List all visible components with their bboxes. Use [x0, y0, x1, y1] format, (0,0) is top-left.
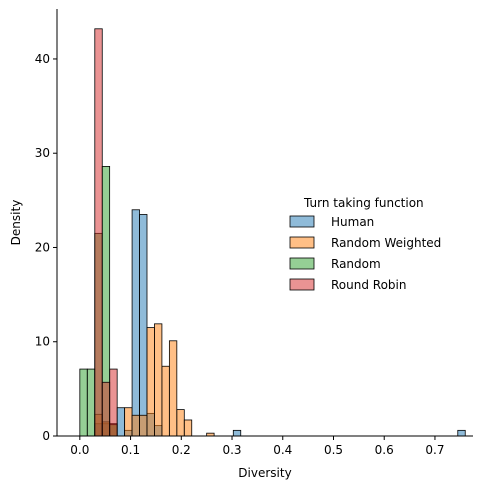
x-axis-label: Diversity	[238, 466, 291, 480]
histogram-bar-round-robin	[94, 28, 103, 437]
x-tick-label: 0.2	[172, 443, 191, 457]
histogram-bar-random	[79, 368, 88, 437]
legend-swatch-random	[289, 257, 315, 270]
histogram-bar-random-weighted	[131, 414, 140, 437]
legend-swatch-round-robin	[289, 278, 315, 291]
x-tick-label: 0.6	[375, 443, 394, 457]
y-tick-label: 30	[35, 146, 50, 160]
histogram-bar-random-weighted	[168, 340, 178, 437]
x-tick-label: 0.1	[121, 443, 140, 457]
x-tick-label: 0.7	[425, 443, 444, 457]
y-tick-label: 0	[42, 429, 50, 443]
legend-swatch-random-weighted	[289, 236, 315, 249]
histogram-bar-random	[86, 368, 96, 437]
histogram-bar-human	[232, 429, 242, 437]
histogram-bar-random-weighted	[183, 419, 193, 437]
y-tick-label: 10	[35, 335, 50, 349]
x-tick-label: 0.4	[273, 443, 292, 457]
legend: Turn taking function Human Random Weighte…	[289, 196, 441, 292]
histogram-bar-human	[131, 209, 140, 437]
histogram-bar-random-weighted	[176, 409, 185, 437]
histogram-bar-random-weighted	[154, 323, 163, 437]
histogram-bar-round-robin	[109, 368, 118, 437]
legend-label-human: Human	[331, 215, 374, 229]
histogram-bar-random-weighted	[161, 365, 170, 437]
histogram-bar-round-robin	[101, 381, 111, 437]
x-tick-label: 0.5	[324, 443, 343, 457]
histogram-bar-random-weighted	[139, 414, 148, 437]
histogram-bar-random-weighted	[146, 327, 155, 437]
axes-layer: 0.0 0.1 0.2 0.3 0.4 0.5 0.6 0.7 0 10 20 30 40	[35, 9, 473, 457]
y-tick-label: 20	[35, 240, 50, 254]
legend-title: Turn taking function	[303, 196, 424, 210]
histogram-bar-human	[116, 407, 126, 437]
y-axis-label: Density	[9, 200, 23, 246]
legend-label-round-robin: Round Robin	[331, 278, 406, 292]
histogram-bar-random-weighted	[124, 407, 133, 437]
legend-label-random-weighted: Random Weighted	[331, 236, 441, 250]
x-tick-label: 0.0	[70, 443, 89, 457]
bars-layer	[79, 28, 466, 437]
legend-label-random: Random	[331, 257, 381, 271]
y-tick-label: 40	[35, 52, 50, 66]
histogram-bar-human	[457, 429, 466, 437]
legend-swatch-human	[289, 215, 315, 228]
histogram-bar-human	[139, 214, 148, 437]
x-tick-label: 0.3	[222, 443, 241, 457]
